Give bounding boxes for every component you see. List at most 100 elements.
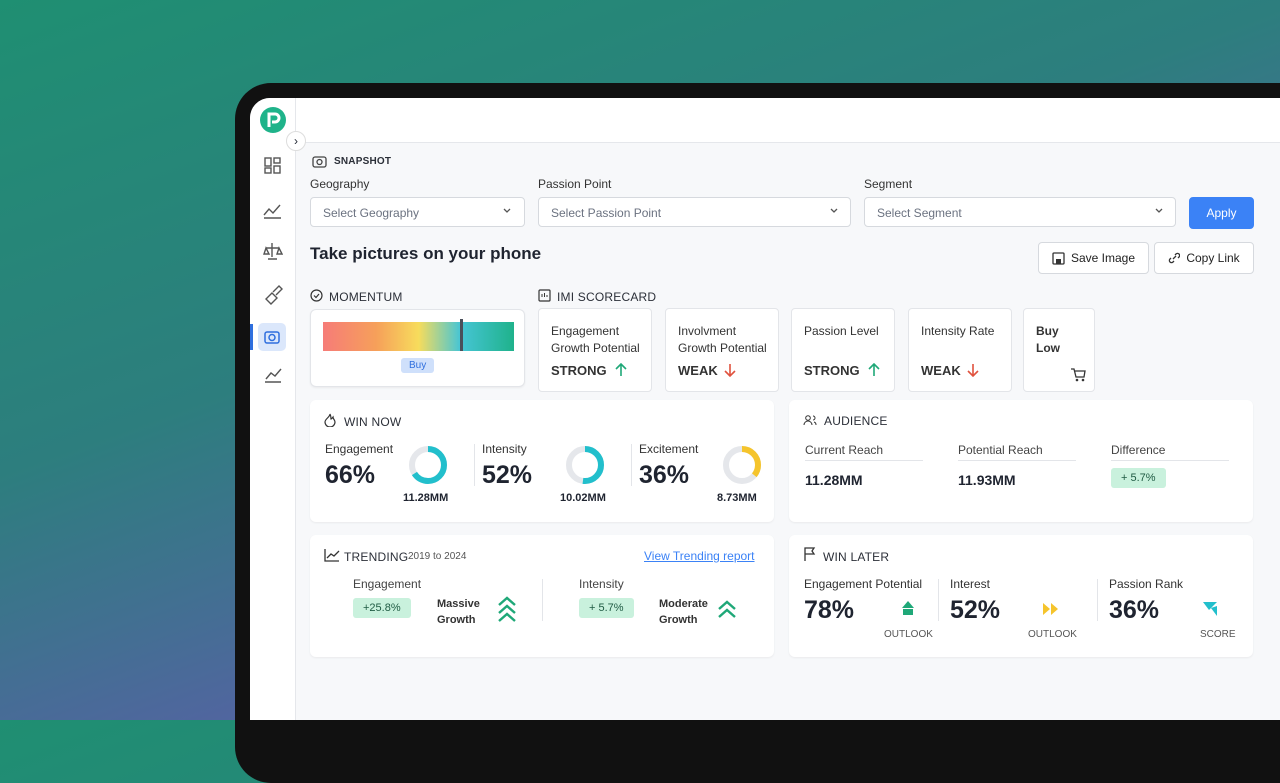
- chevron: [498, 612, 516, 622]
- item-name: Interest: [950, 577, 991, 591]
- chevron: [498, 604, 516, 614]
- scorecard-icon: [538, 289, 551, 302]
- active-nav[interactable]: [258, 323, 286, 351]
- column-value: 11.93MM: [958, 472, 1016, 488]
- buy-low-card[interactable]: Buy Low: [1023, 308, 1095, 392]
- buy-low: Buy Low: [1036, 324, 1060, 355]
- divider: [474, 444, 475, 486]
- filter-select[interactable]: Select Geography: [310, 197, 525, 227]
- page-heading: Take pictures on your phone: [310, 244, 542, 263]
- cart-icon: [1071, 368, 1086, 382]
- metric-value: 36%: [639, 461, 690, 489]
- nav-icons[interactable]: [263, 156, 283, 416]
- placeholder: Select Geography: [323, 206, 420, 220]
- donut-arc: [566, 446, 604, 484]
- item-value: 36%: [1109, 596, 1160, 624]
- scorecard-status: WEAK: [921, 363, 961, 378]
- column-label: Potential Reach: [958, 443, 1076, 461]
- win-later-title: WIN LATER: [823, 550, 890, 564]
- momentum-card: Buy: [310, 309, 525, 387]
- scorecard-item: Intensity Rate WEAK: [908, 308, 1012, 392]
- column-value: 11.28MM: [805, 472, 863, 488]
- trend-arrow: [724, 364, 736, 377]
- metric-name: Engagement: [325, 442, 394, 456]
- arrow: [868, 363, 880, 376]
- flame-icon: [324, 413, 336, 427]
- divider: [1097, 579, 1098, 621]
- win-now-title: WIN NOW: [344, 415, 402, 429]
- icon-shape: [1203, 602, 1217, 616]
- win-now-card: WIN NOW Engagement 66% 11.28MM Intensity 52%…: [310, 400, 774, 522]
- chevron: [718, 600, 736, 610]
- people-icon: [803, 415, 817, 426]
- chevrons: [503, 208, 1163, 213]
- growth-chevrons: [498, 596, 516, 622]
- scorecard-label: Intensity Rate: [921, 324, 995, 338]
- item-value: 52%: [950, 596, 1001, 624]
- trending-card: TRENDING 2019 to 2024 View Trending repo…: [310, 535, 774, 657]
- metric-value: 52%: [482, 461, 533, 489]
- audience-title: AUDIENCE: [824, 414, 888, 428]
- label: Copy Link: [1186, 251, 1240, 265]
- scorecard-title: IMI SCORECARD: [557, 290, 657, 304]
- item-caption: OUTLOOK: [1028, 629, 1077, 640]
- divider: [631, 444, 632, 486]
- item-name: Passion Rank: [1109, 577, 1184, 591]
- placeholder: Select Segment: [877, 206, 962, 220]
- column-label: Current Reach: [805, 443, 923, 461]
- divider: [938, 579, 939, 621]
- item-icon: [1203, 602, 1217, 616]
- scorecard-status: WEAK: [678, 363, 718, 378]
- metric-reach: 10.02MM: [560, 492, 606, 504]
- save-icon: [1052, 251, 1065, 265]
- filter-label: Segment: [864, 177, 913, 191]
- trending-range: 2019 to 2024: [408, 551, 467, 562]
- metric-reach: 11.28MM: [403, 492, 449, 504]
- donut-arc: [409, 446, 447, 484]
- scorecard-label: Passion Level: [804, 324, 879, 338]
- filter-label: Passion Point: [538, 177, 612, 191]
- arrow: [967, 364, 979, 377]
- snapshot-title: SNAPSHOT: [334, 156, 392, 167]
- donut: [566, 446, 604, 484]
- momentum-title: MOMENTUM: [329, 290, 403, 304]
- save-image-button[interactable]: Save Image: [1038, 242, 1149, 274]
- trending-link[interactable]: View Trending report: [644, 549, 755, 563]
- arrow: [615, 363, 627, 376]
- scorecard-label: Involvment Growth Potential: [678, 324, 767, 355]
- scorecard-status: STRONG: [804, 363, 860, 378]
- item-value: 78%: [804, 596, 855, 624]
- scorecard-item: Passion Level STRONG: [791, 308, 895, 392]
- win-later-card: WIN LATER Engagement Potential 78% OUTLOOK…: [789, 535, 1253, 657]
- snapshot-icon: [312, 156, 327, 168]
- link-icon: [1169, 252, 1181, 264]
- item-icon: [902, 601, 914, 615]
- column-label: Difference: [1111, 443, 1229, 461]
- trending-title: TRENDING: [344, 550, 409, 564]
- app-screen: › SNAPSHOT Geography Select Geography Pa…: [250, 98, 1280, 720]
- scorecard-label: Engagement Growth Potential: [551, 324, 640, 355]
- divider: [542, 579, 543, 621]
- copy-link-button[interactable]: Copy Link: [1154, 242, 1254, 274]
- chevron: [498, 596, 516, 606]
- camera-icon: [264, 331, 280, 344]
- donut-arc: [723, 446, 761, 484]
- collapse-toggle[interactable]: ›: [286, 131, 306, 151]
- trend-change: +25.8%: [353, 598, 411, 618]
- growth-chevrons: [718, 600, 736, 618]
- flag-icon: [804, 547, 816, 561]
- metric-value: 66%: [325, 461, 376, 489]
- icon-shape: [902, 601, 914, 615]
- filter-select[interactable]: Select Segment: [864, 197, 1176, 227]
- logo: [260, 107, 286, 133]
- filter-label: Geography: [310, 177, 370, 191]
- top-bar: [296, 98, 1280, 143]
- apply-button[interactable]: Apply: [1189, 197, 1254, 229]
- scorecard-item: Involvment Growth Potential WEAK: [665, 308, 779, 392]
- sidebar: [250, 98, 296, 720]
- filter-select[interactable]: Select Passion Point: [538, 197, 851, 227]
- placeholder: Select Passion Point: [551, 206, 662, 220]
- metric-name: Intensity: [482, 442, 527, 456]
- trend-arrow: [967, 364, 979, 377]
